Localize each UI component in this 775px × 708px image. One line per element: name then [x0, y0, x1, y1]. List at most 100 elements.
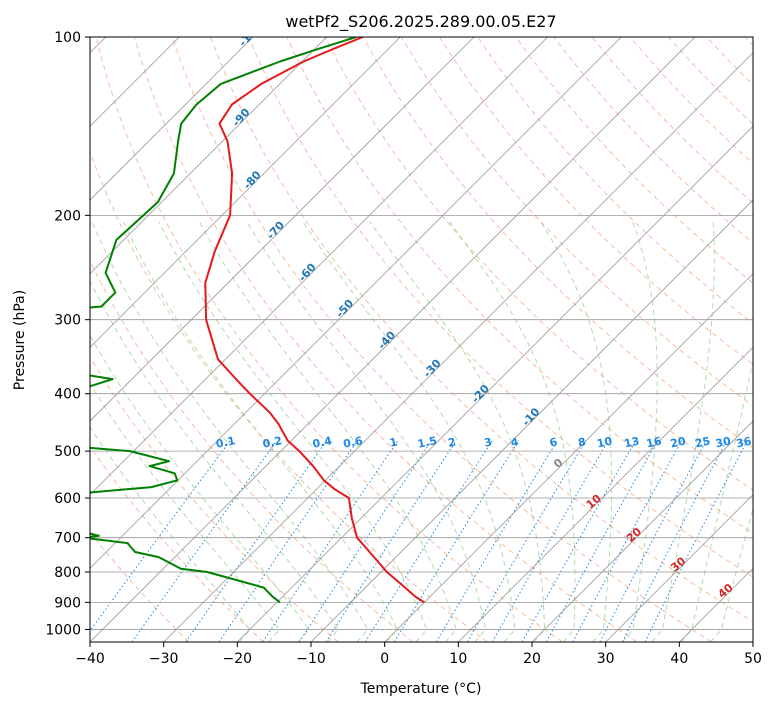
- mixing-ratio-line: [572, 440, 683, 642]
- y-tick-label: 700: [54, 531, 81, 547]
- dewpoint-line: [90, 37, 357, 604]
- y-axis-label: Pressure (hPa): [12, 290, 28, 390]
- isotherm-line: [90, 37, 327, 275]
- isotherm-line: [90, 37, 548, 496]
- dry-adiabat-line: [515, 37, 753, 284]
- isotherm-line: [237, 125, 753, 642]
- x-tick-label: −20: [223, 651, 253, 667]
- dry-adiabat-label: -80: [241, 168, 264, 192]
- mixing-ratio-label: 8: [577, 435, 587, 449]
- dry-adiabat-line: [90, 531, 190, 642]
- dry-adiabat-line: [553, 37, 753, 244]
- plot-frame: [89, 36, 754, 643]
- moist-adiabat-line: [122, 221, 398, 642]
- moist-adiabat-line: [302, 221, 516, 642]
- isotherm-line: [90, 37, 696, 642]
- dry-adiabat-label: -100: [236, 20, 264, 49]
- mixing-ratio-line: [435, 440, 558, 642]
- dry-adiabat-label: -60: [296, 260, 319, 284]
- dry-adiabat-label: -90: [230, 106, 253, 130]
- mixing-ratio-label: 10: [596, 434, 614, 450]
- x-tick-label: 0: [380, 651, 389, 667]
- temperature-line: [204, 37, 425, 604]
- mixing-ratio-line: [131, 440, 278, 642]
- x-axis-label: Temperature (°C): [360, 681, 482, 697]
- dry-adiabat-line: [90, 445, 264, 642]
- mixing-ratio-label: 16: [645, 434, 663, 450]
- mixing-ratio-label: 13: [623, 435, 641, 451]
- x-tick-label: −40: [75, 651, 105, 667]
- moist-adiabat-line: [199, 221, 457, 642]
- isotherm-line: [384, 273, 753, 642]
- isotherm-line: [310, 199, 753, 642]
- isotherm-line: [90, 37, 254, 201]
- x-tick-label: 20: [523, 651, 541, 667]
- isotherm-line: [679, 567, 753, 642]
- mixing-ratio-label: 6: [548, 435, 559, 449]
- x-tick-label: 50: [744, 651, 762, 667]
- mixing-ratio-line: [325, 440, 457, 642]
- mixing-ratio-label: 0.6: [342, 434, 364, 451]
- y-tick-label: 600: [54, 491, 81, 507]
- mixing-ratio-line: [545, 440, 659, 642]
- profile-series: [90, 37, 425, 604]
- mixing-ratio-line: [621, 440, 728, 642]
- dry-adiabat-line: [133, 37, 638, 642]
- y-tick-label: 100: [54, 30, 81, 46]
- moist-adiabat-line: [680, 358, 753, 642]
- mixing-ratio-label: 4: [510, 435, 521, 449]
- dry-adiabat-line: [90, 150, 488, 642]
- mixing-ratio-label: 0.1: [215, 434, 237, 451]
- mixing-ratio-line: [218, 440, 358, 642]
- mixing-ratio-line: [364, 440, 493, 642]
- mixing-ratio-label: 1: [388, 435, 398, 449]
- isotherm-line: [458, 346, 753, 642]
- isobar-grid: [90, 37, 753, 630]
- y-tick-label: 500: [54, 444, 81, 460]
- dry-adiabat-line: [400, 37, 753, 407]
- moist-adiabat-line: [90, 426, 251, 642]
- mixing-ratio-line: [599, 440, 707, 642]
- y-tick-label: 400: [54, 387, 81, 403]
- dry-adiabat-label: -20: [469, 382, 492, 406]
- moist-adiabat-line: [540, 221, 613, 642]
- mixing-ratio-label: 36: [735, 434, 753, 450]
- dry-adiabat-line: [248, 37, 753, 578]
- isotherm-line: [531, 420, 753, 642]
- isotherm-line: [90, 37, 622, 569]
- y-tick-label: 900: [54, 595, 81, 611]
- mixing-ratio-line: [393, 440, 520, 642]
- moist-adiabat-line: [90, 334, 310, 642]
- moist-adiabat-line: [369, 221, 546, 642]
- dry-adiabat-line: [591, 37, 753, 204]
- x-tick-label: −10: [296, 651, 326, 667]
- mixing-ratio-label: 0.4: [311, 434, 333, 451]
- y-tick-label: 800: [54, 565, 81, 581]
- moist-adiabats: [90, 221, 753, 642]
- dry-adiabat-line: [477, 37, 753, 325]
- mixing-ratio-label: 3: [483, 435, 493, 449]
- dry-adiabats: [90, 37, 753, 642]
- mixing-ratio-line: [467, 440, 587, 642]
- chart-title: wetPf2_S206.2025.289.00.05.E27: [285, 12, 556, 32]
- x-tick-label: 10: [449, 651, 467, 667]
- moist-adiabat-label: 10: [584, 492, 604, 512]
- moist-adiabat-line: [90, 382, 281, 642]
- x-tick-label: 40: [670, 651, 688, 667]
- mixing-ratio-label: 2: [447, 435, 457, 449]
- y-tick-label: 300: [54, 313, 81, 329]
- mixing-ratio-line: [491, 440, 609, 642]
- moist-adiabat-line: [621, 221, 658, 642]
- moist-adiabat-label: 30: [668, 554, 688, 574]
- y-tick-label: 1000: [45, 622, 81, 638]
- moist-adiabat-line: [651, 221, 715, 642]
- mixing-ratio-label: 1.5: [416, 434, 438, 451]
- mixing-ratio-line: [262, 440, 399, 642]
- dry-adiabat-line: [438, 37, 753, 366]
- mixing-ratio-label: 20: [669, 434, 687, 450]
- mixing-ratio-line: [644, 440, 748, 642]
- isotherm-line: [163, 52, 753, 642]
- dry-adiabat-line: [744, 37, 753, 47]
- x-axis: −40 −30 −20 −10 0 10 20 30 40 50: [75, 642, 762, 667]
- dry-adiabat-line: [171, 37, 712, 642]
